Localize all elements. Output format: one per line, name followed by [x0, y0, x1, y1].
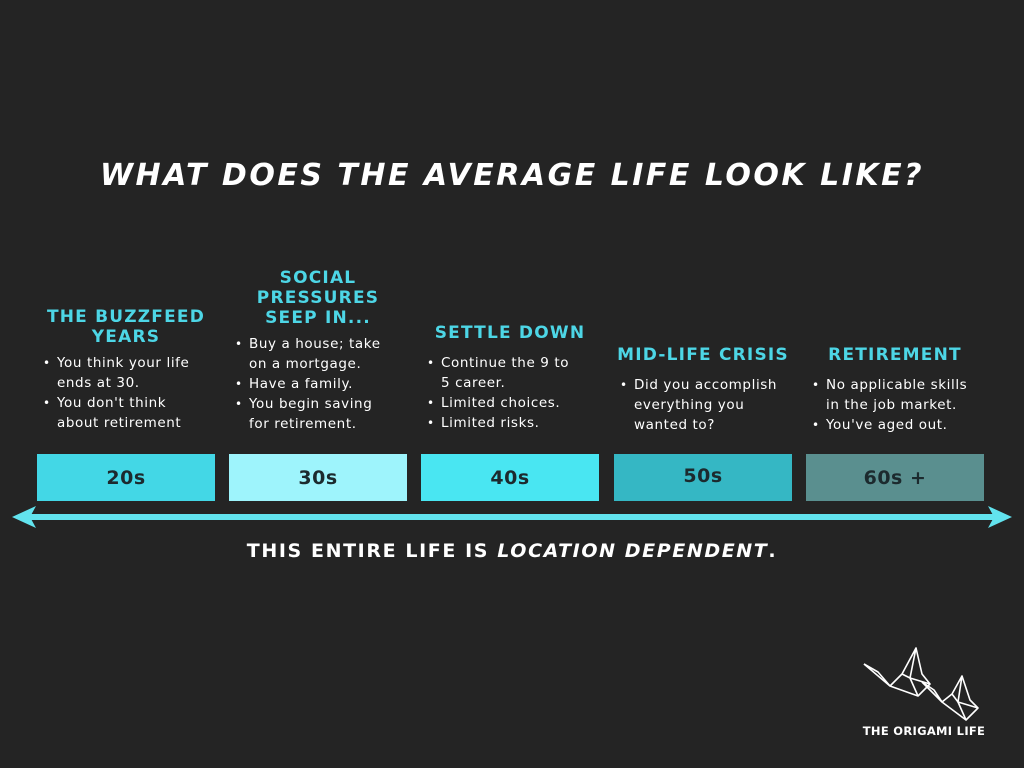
- decade-box-60s: 60s +: [806, 454, 984, 501]
- bullet-line: Limited choices.: [441, 395, 561, 411]
- bullet-item: You think your life ends at 30.: [43, 353, 215, 393]
- bullet-item: No applicable skills in the job market.: [812, 375, 984, 415]
- decade-box-50s: 50s: [614, 454, 792, 501]
- stage-heading: THE BUZZFEED YEARS: [37, 307, 215, 347]
- stage-bullets: Did you accomplish everything you wanted…: [614, 375, 792, 435]
- bullet-item: Buy a house; take on a mortgage.: [235, 334, 407, 374]
- bullet-line: about retirement: [57, 415, 182, 431]
- bullet-line: Continue the 9 to: [441, 355, 570, 371]
- stage-heading-line: SEEP IN...: [265, 308, 371, 328]
- bullet-line: on a mortgage.: [249, 356, 362, 372]
- decade-box-30s: 30s: [229, 454, 407, 501]
- logo-text: THE ORIGAMI LIFE: [862, 724, 986, 738]
- bullet-line: Did you accomplish: [634, 377, 778, 393]
- bullet-line: You don't think: [57, 395, 167, 411]
- stage-heading-line: SETTLE DOWN: [434, 323, 586, 343]
- stage-heading-line: MID-LIFE CRISIS: [617, 345, 789, 365]
- bullet-item: Continue the 9 to 5 career.: [427, 353, 599, 393]
- bullet-line: everything you: [634, 397, 745, 413]
- decade-box-40s: 40s: [421, 454, 599, 501]
- origami-crane-icon: [863, 647, 979, 721]
- stage-heading-line: YEARS: [91, 327, 161, 347]
- arrow-left-head-icon: [12, 506, 36, 528]
- stage-heading: SETTLE DOWN: [421, 323, 599, 343]
- footer-prefix: THIS ENTIRE LIFE IS: [246, 540, 498, 562]
- stage-bullets: Buy a house; take on a mortgage. Have a …: [229, 334, 407, 434]
- bullet-line: wanted to?: [634, 417, 716, 433]
- bullet-line: 5 career.: [441, 375, 506, 391]
- bullet-item: Limited risks.: [427, 413, 599, 433]
- bullet-item: You don't think about retirement: [43, 393, 215, 433]
- footer-statement: THIS ENTIRE LIFE IS LOCATION DEPENDENT.: [0, 540, 1024, 562]
- stage-heading-line: RETIREMENT: [828, 345, 962, 365]
- footer-emphasis: LOCATION DEPENDENT: [497, 540, 769, 562]
- bullet-item: Limited choices.: [427, 393, 599, 413]
- bullet-line: Limited risks.: [441, 415, 540, 431]
- bullet-item: You've aged out.: [812, 415, 984, 435]
- decade-box-20s: 20s: [37, 454, 215, 501]
- bullet-line: No applicable skills: [826, 377, 968, 393]
- footer-suffix: .: [768, 540, 778, 562]
- timeline-arrow: [12, 506, 1012, 528]
- stage-heading-line: THE BUZZFEED: [46, 307, 206, 327]
- arrow-right-head-icon: [988, 506, 1012, 528]
- stage-heading: RETIREMENT: [806, 345, 984, 365]
- stage-bullets: No applicable skills in the job market. …: [806, 375, 984, 435]
- stage-heading: SOCIAL PRESSURES SEEP IN...: [229, 268, 407, 328]
- stage-bullets: Continue the 9 to 5 career. Limited choi…: [421, 353, 599, 433]
- stage-heading-line: SOCIAL: [279, 268, 357, 288]
- bullet-line: You think your life: [57, 355, 190, 371]
- bullet-item: Have a family.: [235, 374, 407, 394]
- bullet-line: for retirement.: [249, 416, 357, 432]
- bullet-line: You begin saving: [249, 396, 373, 412]
- bullet-item: You begin saving for retirement.: [235, 394, 407, 434]
- stage-bullets: You think your life ends at 30. You don'…: [37, 353, 215, 433]
- bullet-line: Buy a house; take: [249, 336, 381, 352]
- bullet-line: ends at 30.: [57, 375, 140, 391]
- bullet-item: Did you accomplish everything you wanted…: [620, 375, 792, 435]
- stage-heading-line: PRESSURES: [256, 288, 380, 308]
- bullet-line: You've aged out.: [826, 417, 948, 433]
- bullet-line: Have a family.: [249, 376, 354, 392]
- page-title: WHAT DOES THE AVERAGE LIFE LOOK LIKE?: [99, 158, 925, 193]
- stage-heading: MID-LIFE CRISIS: [614, 345, 792, 365]
- bullet-line: in the job market.: [826, 397, 957, 413]
